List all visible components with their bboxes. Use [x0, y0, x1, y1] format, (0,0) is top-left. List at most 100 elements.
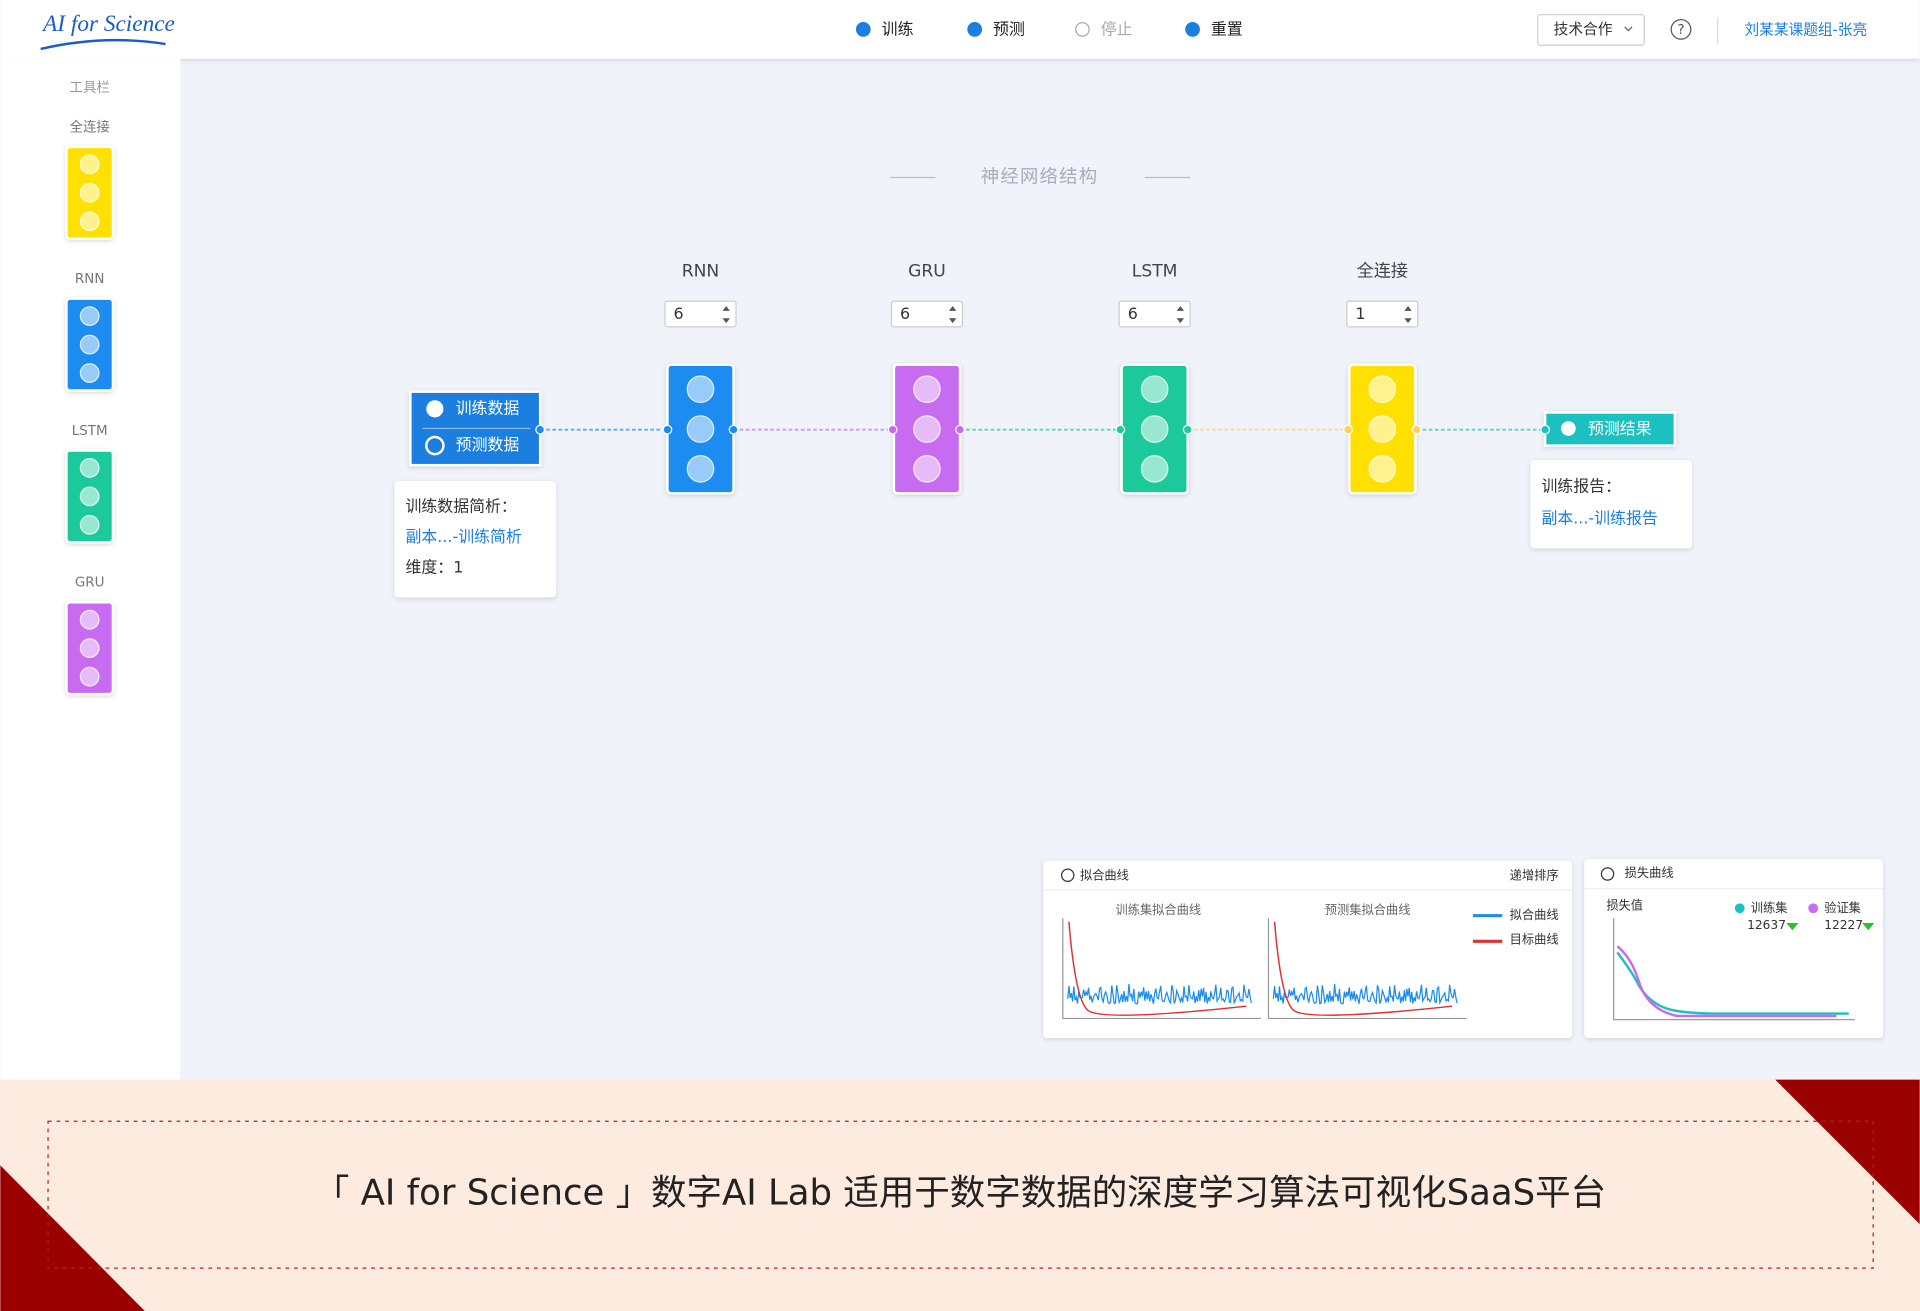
spinner-arrows[interactable]: [1176, 306, 1185, 324]
node-icon: [425, 435, 445, 456]
block-circle: [79, 334, 100, 355]
port: [1115, 424, 1126, 435]
chart-subtitle: 预测集拟合曲线: [1325, 902, 1411, 917]
canvas-title: 神经网络结构: [981, 166, 1099, 187]
block-circle: [913, 455, 941, 483]
spinner-arrows[interactable]: [722, 306, 730, 324]
nav-icon: [1185, 22, 1200, 37]
tool-label: 全连接: [69, 118, 109, 135]
spinner-value: 6: [1128, 304, 1138, 323]
logo-swoosh: [40, 38, 166, 51]
spinner[interactable]: [890, 300, 964, 328]
fit-panel: [1043, 860, 1573, 1039]
nav-icon: [855, 22, 871, 37]
spinner[interactable]: [1346, 300, 1419, 328]
help-mark: ?: [1677, 23, 1684, 38]
block-circle: [79, 182, 100, 203]
block-circle: [1368, 455, 1397, 483]
axis-label: 损失值: [1606, 897, 1643, 912]
block-circle: [79, 514, 100, 535]
spinner-value: 6: [900, 304, 910, 323]
block-circle: [686, 415, 715, 443]
panel-title: 损失曲线: [1625, 865, 1674, 880]
legend-value: 12637: [1747, 918, 1786, 932]
block-circle: [1368, 375, 1397, 404]
tooltip-line: 训练报告：: [1541, 477, 1621, 496]
spinner-arrows[interactable]: [1404, 306, 1412, 324]
output-label: 预测结果: [1588, 419, 1652, 438]
tool-label: RNN: [75, 272, 104, 287]
nav-item[interactable]: 重置: [1211, 19, 1243, 38]
nav-item[interactable]: 停止: [1101, 19, 1133, 38]
spinner[interactable]: [664, 300, 737, 328]
loss-curve: [1616, 945, 1837, 1018]
spinner[interactable]: [1118, 300, 1191, 328]
dropdown[interactable]: [1537, 14, 1645, 46]
block-circle: [1368, 415, 1397, 443]
sort-toggle[interactable]: 递增排序: [1510, 867, 1559, 882]
nav-item[interactable]: 训练: [882, 19, 914, 38]
dropdown-arrow: [1624, 26, 1633, 32]
port: [535, 424, 546, 435]
spinner-value: 6: [674, 304, 684, 323]
layer-name: LSTM: [1132, 262, 1178, 282]
block-circle: [79, 154, 100, 175]
block-circle: [686, 375, 715, 404]
nav-item[interactable]: 预测: [993, 19, 1025, 38]
tooltip-line: 训练数据简析：: [405, 496, 516, 515]
input-tooltip: [394, 481, 557, 598]
port: [955, 424, 965, 435]
legend-value: 12227: [1824, 918, 1863, 932]
port: [1411, 424, 1422, 435]
legend-label: 目标曲线: [1510, 933, 1559, 947]
port: [1182, 424, 1193, 435]
tool-label: GRU: [75, 576, 105, 591]
port: [1343, 424, 1353, 435]
banner-corner: [0, 1165, 145, 1311]
block-circle: [913, 375, 941, 404]
block-circle: [1140, 375, 1169, 404]
layer-name: RNN: [682, 262, 720, 282]
target-curve: [1068, 921, 1247, 1016]
block-circle: [79, 486, 100, 507]
mini-axes: [1613, 918, 1855, 1021]
tooltip-link[interactable]: 副本...-训练简析: [405, 527, 521, 546]
layer-name: 全连接: [1357, 262, 1408, 282]
user[interactable]: 刘某某课题组-张亮: [1745, 22, 1868, 39]
legend-dot: [1808, 903, 1819, 914]
dropdown-label: 技术合作: [1554, 21, 1613, 38]
input-label: 训练数据: [456, 398, 520, 417]
help-icon[interactable]: [1670, 18, 1692, 40]
fit-curve: [1067, 983, 1252, 1005]
fit-curve: [1272, 983, 1458, 1005]
spinner-arrows[interactable]: [948, 306, 957, 324]
spinner-value: 1: [1355, 304, 1365, 323]
legend-label: 训练集: [1751, 900, 1788, 915]
port: [887, 424, 898, 435]
loss-panel: [1584, 859, 1883, 1039]
loss-curve: [1616, 951, 1849, 1015]
legend-label: 验证集: [1824, 900, 1861, 915]
tool-label: LSTM: [72, 424, 108, 439]
input-label: 预测数据: [456, 435, 520, 454]
block-circle: [79, 666, 100, 687]
panel-icon[interactable]: [1060, 868, 1075, 882]
block-circle: [79, 363, 100, 383]
panel-icon[interactable]: [1600, 867, 1615, 881]
block-circle: [686, 455, 715, 483]
block-circle: [1140, 415, 1169, 443]
output-tooltip: [1530, 460, 1693, 549]
panel-title: 拟合曲线: [1080, 867, 1129, 882]
banner: [0, 1079, 1920, 1311]
tooltip-link[interactable]: 副本...-训练报告: [1541, 509, 1657, 528]
block-circle: [79, 609, 100, 630]
legend-label: 拟合曲线: [1510, 907, 1559, 922]
logo[interactable]: AI for Science: [41, 11, 175, 37]
nav-icon: [967, 22, 983, 37]
chart-subtitle: 训练集拟合曲线: [1115, 902, 1201, 917]
mini-axes: [1062, 918, 1467, 1020]
port: [662, 424, 673, 435]
trend-arrow: [1786, 922, 1875, 931]
